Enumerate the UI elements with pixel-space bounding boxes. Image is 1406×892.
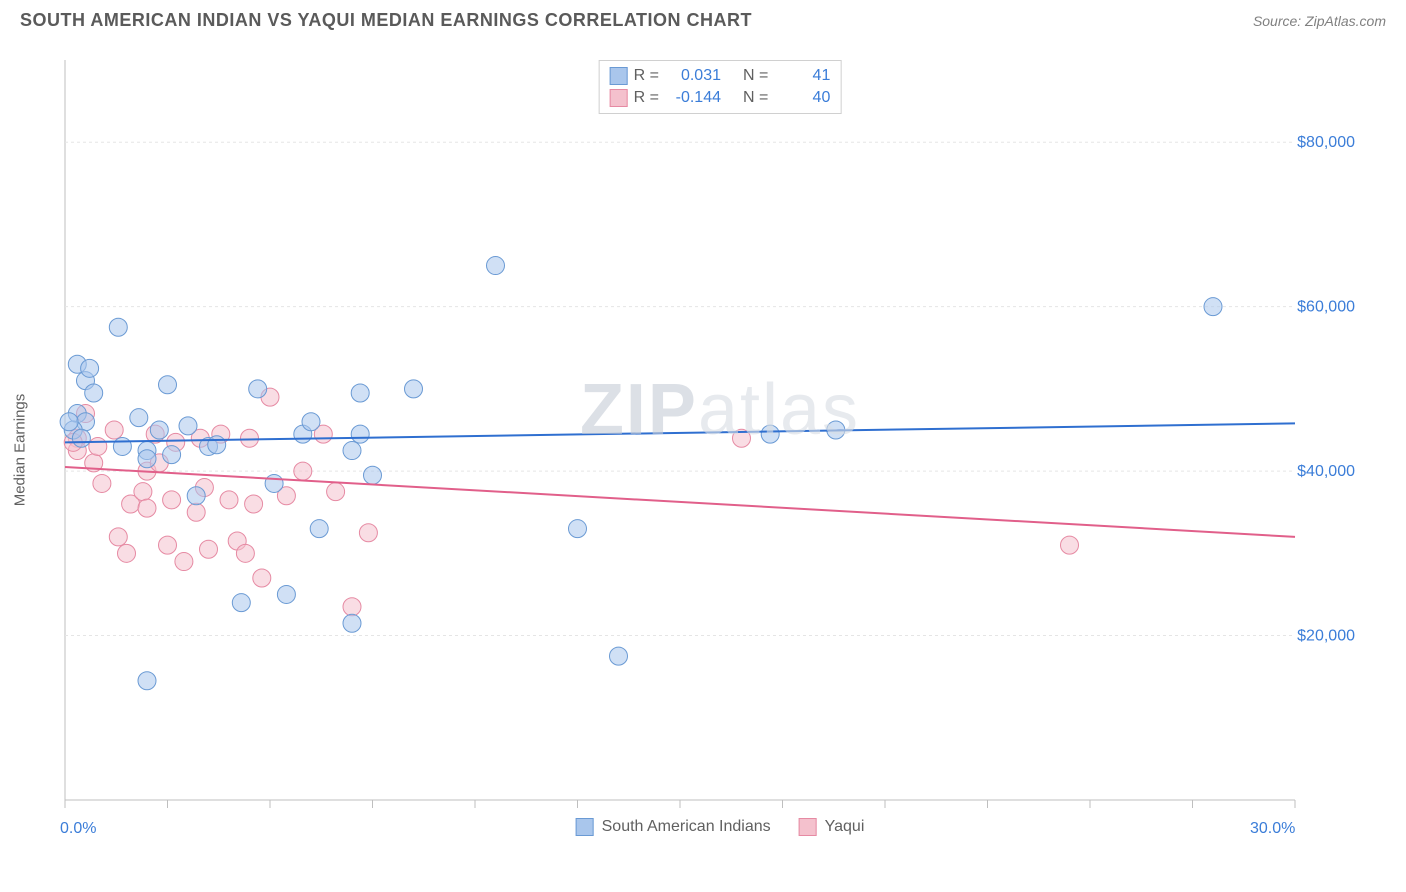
stats-legend-box: R = 0.031 N = 41 R = -0.144 N = 40 (599, 60, 842, 114)
x-axis-end-label: 30.0% (1250, 820, 1295, 838)
svg-text:$60,000: $60,000 (1297, 299, 1355, 316)
swatch-a-icon (610, 67, 628, 85)
swatch-a-icon (576, 818, 594, 836)
r-label: R = (634, 89, 659, 107)
svg-text:$80,000: $80,000 (1297, 134, 1355, 151)
stats-row-b: R = -0.144 N = 40 (610, 87, 831, 109)
svg-text:$20,000: $20,000 (1297, 628, 1355, 645)
source-credit: Source: ZipAtlas.com (1253, 13, 1386, 29)
legend-label: Yaqui (825, 818, 865, 836)
n-label: N = (743, 67, 768, 85)
n-label: N = (743, 89, 768, 107)
legend-item-b: Yaqui (799, 818, 865, 836)
n-value: 41 (774, 67, 830, 85)
legend-bottom: South American Indians Yaqui (576, 818, 865, 836)
chart-title: SOUTH AMERICAN INDIAN VS YAQUI MEDIAN EA… (20, 10, 752, 31)
chart-container: Median Earnings $20,000$40,000$60,000$80… (50, 50, 1390, 850)
chart-header: SOUTH AMERICAN INDIAN VS YAQUI MEDIAN EA… (0, 0, 1406, 36)
r-value: 0.031 (665, 67, 721, 85)
swatch-b-icon (610, 89, 628, 107)
legend-label: South American Indians (602, 818, 771, 836)
swatch-b-icon (799, 818, 817, 836)
svg-text:$40,000: $40,000 (1297, 463, 1355, 480)
r-label: R = (634, 67, 659, 85)
x-axis-start-label: 0.0% (60, 820, 96, 838)
scatter-chart: $20,000 $40,000 $60,000 $80,000 (50, 50, 1390, 850)
legend-item-a: South American Indians (576, 818, 771, 836)
r-value: -0.144 (665, 89, 721, 107)
n-value: 40 (774, 89, 830, 107)
y-axis-label: Median Earnings (12, 394, 29, 507)
stats-row-a: R = 0.031 N = 41 (610, 65, 831, 87)
